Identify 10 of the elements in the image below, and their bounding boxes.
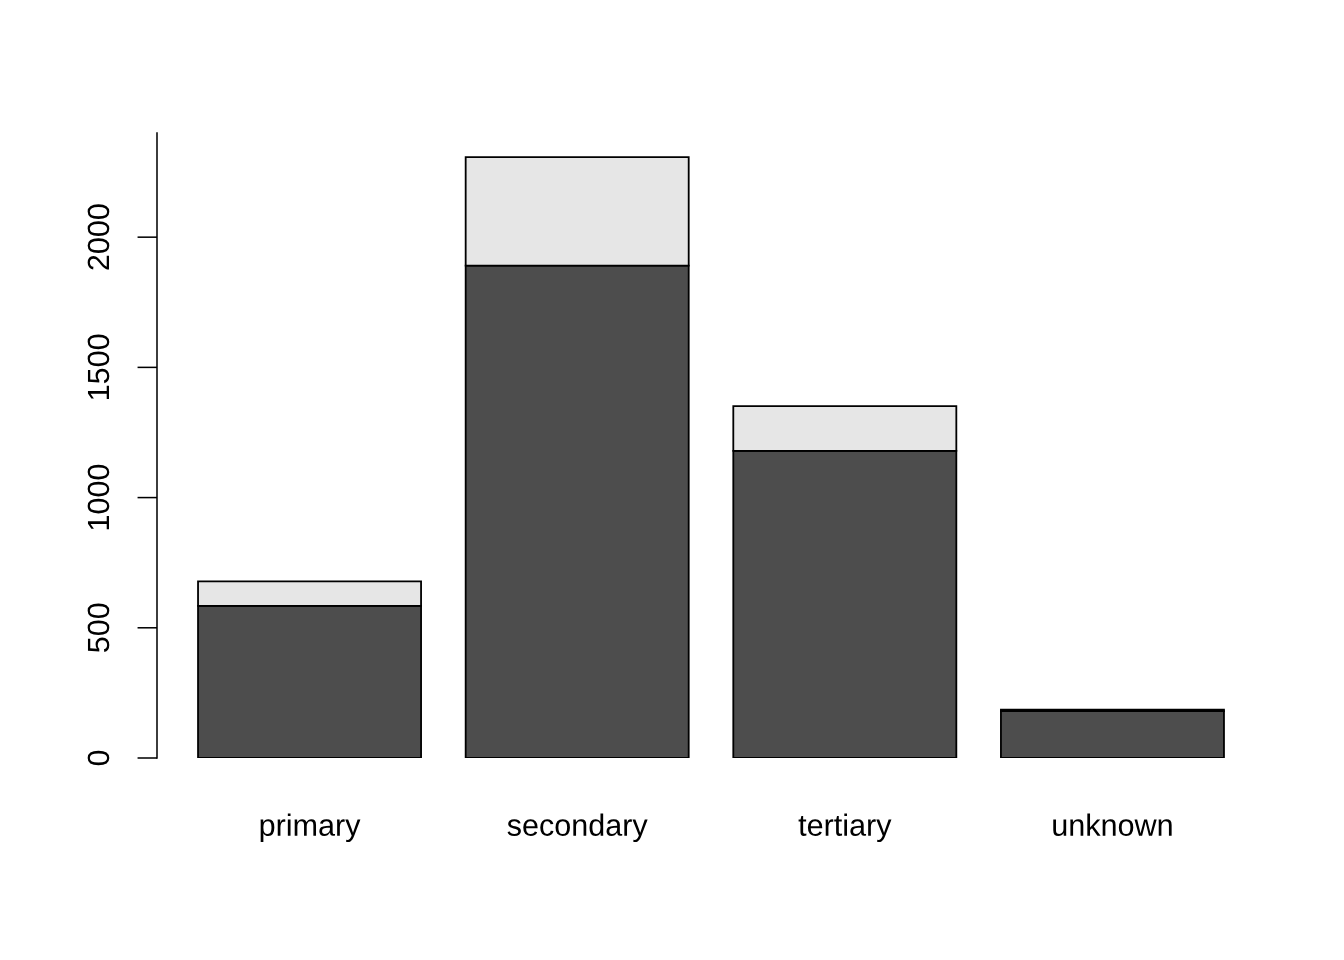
y-tick-label: 2000 xyxy=(87,204,110,270)
y-tick-label: 500 xyxy=(87,603,110,653)
x-tick-label: unknown xyxy=(1053,813,1172,836)
y-tick-label: 1500 xyxy=(87,334,110,400)
x-tick-label: primary xyxy=(260,813,361,843)
bar xyxy=(1000,710,1225,758)
x-tick-label: secondary xyxy=(507,813,648,843)
x-tick-label: tertiary xyxy=(798,813,892,843)
y-tick-label: 0 xyxy=(87,750,110,766)
y-tick-label: 1000 xyxy=(87,464,110,530)
